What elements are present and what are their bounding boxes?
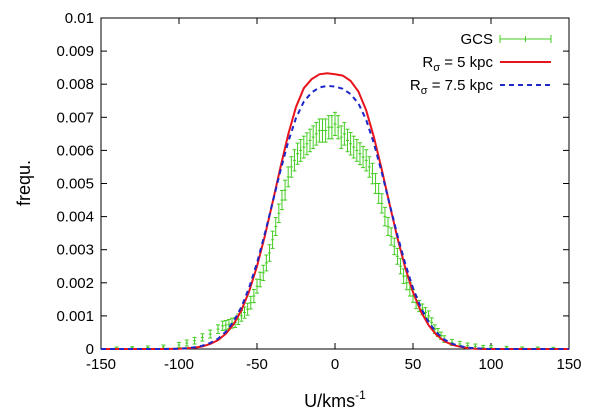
gcs-point	[364, 149, 369, 172]
y-tick-label: 0.005	[56, 176, 94, 193]
gcs-point	[351, 135, 356, 159]
gcs-point	[382, 206, 387, 227]
gcs-point	[426, 310, 431, 322]
x-tick-label: 50	[405, 356, 422, 373]
y-tick-label: 0.01	[65, 10, 94, 27]
gcs-point	[273, 217, 278, 236]
gcs-point	[184, 339, 189, 347]
gcs-point	[216, 324, 220, 334]
gcs-point	[258, 271, 263, 288]
gcs-point	[177, 341, 181, 349]
gcs-point	[255, 278, 259, 294]
gcs-point	[292, 149, 297, 172]
axis-ticks: -150 -100 -50 0 50 100 150 0 0.001 0.002 0.003 0.00…	[56, 10, 581, 373]
legend-label-r75-sub: σ	[421, 85, 428, 97]
x-axis-title-main: U/kms	[304, 391, 355, 411]
y-tick-label: 0.003	[56, 242, 94, 259]
gcs-point	[223, 320, 228, 331]
gcs-point	[398, 258, 403, 275]
gcs-point	[200, 333, 205, 342]
x-axis-title: U/kms-1	[304, 388, 366, 411]
x-tick-label: -100	[164, 356, 194, 373]
legend-label-r75-rest: = 7.5 kpc	[428, 77, 494, 94]
gcs-point	[323, 118, 328, 143]
gcs-point	[320, 118, 325, 143]
gcs-point	[245, 302, 250, 316]
x-tick-label: 100	[478, 356, 503, 373]
gcs-point	[311, 125, 316, 149]
gcs-point	[289, 156, 294, 178]
legend-label-r75: Rσ = 7.5 kpc	[410, 77, 494, 97]
gcs-point	[357, 142, 362, 166]
legend: GCS Rσ = 5 kpc Rσ = 7.5 kpc	[410, 31, 552, 97]
legend-label-r5-main: R	[422, 54, 433, 71]
y-tick-label: 0.004	[56, 209, 94, 226]
gcs-point	[354, 138, 359, 162]
y-tick-label: 0.002	[56, 275, 94, 292]
gcs-point	[345, 128, 350, 153]
gcs-point	[267, 244, 272, 262]
gcs-point	[367, 156, 372, 178]
gcs-point	[276, 203, 281, 224]
gcs-point	[304, 132, 309, 156]
gcs-point	[395, 247, 400, 265]
legend-label-r5-rest: = 5 kpc	[440, 54, 493, 71]
gcs-point	[379, 193, 384, 214]
gcs-point	[270, 230, 275, 249]
gcs-point	[314, 122, 319, 146]
y-tick-label: 0.001	[56, 308, 94, 325]
gcs-point	[386, 217, 391, 236]
gcs-point	[333, 111, 337, 137]
gcs-point	[361, 145, 366, 169]
gcs-point	[389, 227, 394, 246]
gcs-point	[392, 237, 397, 256]
gcs-point	[261, 264, 266, 281]
gcs-point	[264, 254, 269, 272]
gcs-point	[283, 179, 288, 201]
gcs-point	[339, 125, 344, 149]
gcs-point	[373, 173, 378, 194]
series-line-r5	[101, 72, 569, 350]
x-tick-label: 0	[331, 356, 339, 373]
gcs-point	[376, 183, 381, 204]
gcs-point	[295, 142, 300, 165]
gcs-point	[208, 329, 213, 339]
gcs-point	[308, 128, 313, 153]
gcs-point	[348, 132, 353, 156]
y-tick-label: 0.006	[56, 142, 94, 159]
legend-label-r75-main: R	[410, 77, 421, 94]
gcs-point	[248, 295, 253, 310]
y-tick-label: 0	[86, 341, 94, 358]
gcs-point	[342, 122, 347, 146]
gcs-point	[329, 115, 334, 140]
legend-label-r5-sub: σ	[433, 62, 440, 74]
gcs-point	[336, 115, 341, 140]
gcs-point	[301, 135, 306, 159]
legend-sample-gcs	[499, 35, 552, 43]
y-tick-label: 0.008	[56, 76, 94, 93]
legend-label-r5: Rσ = 5 kpc	[422, 54, 493, 74]
x-tick-label: -150	[86, 356, 116, 373]
legend-label-gcs: GCS	[460, 31, 493, 48]
y-tick-label: 0.007	[56, 109, 94, 126]
gcs-point	[251, 288, 256, 304]
gcs-point	[286, 166, 291, 188]
gcs-point	[298, 138, 303, 162]
gcs-point	[192, 336, 197, 345]
gcs-point	[220, 320, 225, 331]
x-axis-title-superscript: -1	[355, 388, 366, 402]
gcs-point	[279, 189, 284, 211]
y-axis-title: frequ.	[14, 160, 34, 206]
y-tick-label: 0.009	[56, 43, 94, 60]
plot-frame	[100, 17, 570, 350]
gcs-point	[370, 162, 375, 185]
x-tick-label: 150	[556, 356, 581, 373]
series-layer	[101, 72, 569, 350]
x-tick-label: -50	[246, 356, 268, 373]
